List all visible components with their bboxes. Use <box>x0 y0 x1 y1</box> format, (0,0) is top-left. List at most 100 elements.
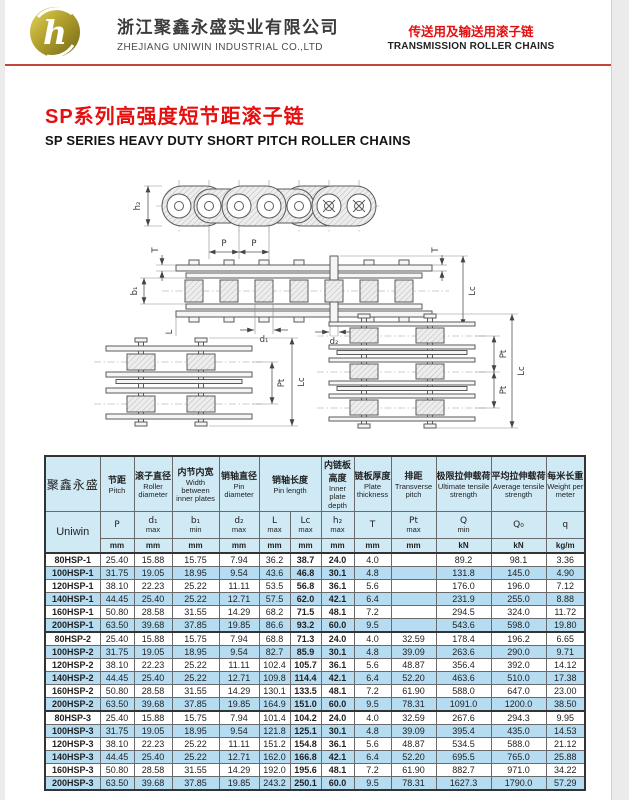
value-cell: 14.29 <box>218 763 260 778</box>
value-cell: 22.23 <box>133 579 173 594</box>
column-header: 平均拉伸载荷 Average tensile strength <box>490 455 547 513</box>
table-row: 100HSP-1 31.75 19.05 18.95 9.54 43.6 46.8 30.1 4… <box>44 566 586 581</box>
value-cell: 19.85 <box>218 618 260 634</box>
value-cell: 9.5 <box>353 697 392 713</box>
dim-label-l: L <box>165 329 175 334</box>
dim-label-lc-triplex: Lc <box>517 366 527 376</box>
value-cell: 22.23 <box>133 658 173 673</box>
value-cell: 25.40 <box>99 631 135 647</box>
value-cell: 15.88 <box>133 631 173 647</box>
column-symbol: Pt max <box>390 511 437 540</box>
table-row: 200HSP-3 63.50 39.68 37.85 19.85 243.2 250.1 60… <box>44 776 586 791</box>
model-cell: 140HSP-2 <box>44 671 101 686</box>
value-cell: 463.6 <box>435 671 492 686</box>
value-cell: 3.36 <box>545 552 586 568</box>
column-symbol: q <box>545 511 586 540</box>
value-cell: 18.95 <box>171 724 220 739</box>
value-cell: 5.6 <box>353 658 392 673</box>
value-cell: 31.75 <box>99 645 135 660</box>
dim-label-p-right: P <box>251 239 256 249</box>
value-cell: 6.65 <box>545 631 586 647</box>
value-cell <box>390 579 437 594</box>
value-cell: 38.10 <box>99 658 135 673</box>
value-cell: 60.0 <box>320 697 355 713</box>
value-cell: 98.1 <box>490 552 547 568</box>
value-cell: 196.0 <box>490 579 547 594</box>
value-cell: 151.2 <box>258 737 291 752</box>
value-cell: 50.80 <box>99 605 135 620</box>
drawing-side-view: h₂ P P <box>133 180 382 259</box>
value-cell: 38.10 <box>99 737 135 752</box>
value-cell: 125.1 <box>289 724 322 739</box>
column-unit: mm <box>133 538 173 554</box>
value-cell: 1627.3 <box>435 776 492 791</box>
value-cell: 62.0 <box>289 592 322 607</box>
column-unit: kN <box>490 538 547 554</box>
value-cell: 39.09 <box>390 724 437 739</box>
value-cell: 5.6 <box>353 737 392 752</box>
model-cell: 200HSP-1 <box>44 618 101 634</box>
model-cell: 100HSP-3 <box>44 724 101 739</box>
value-cell: 61.90 <box>390 684 437 699</box>
value-cell: 19.05 <box>133 566 173 581</box>
value-cell: 25.40 <box>99 710 135 726</box>
value-cell: 32.59 <box>390 631 437 647</box>
model-cell: 100HSP-2 <box>44 645 101 660</box>
value-cell: 133.5 <box>289 684 322 699</box>
column-symbol: P <box>99 511 135 540</box>
value-cell: 12.71 <box>218 592 260 607</box>
value-cell: 7.12 <box>545 579 586 594</box>
section-title: SP系列高强度短节距滚子链 SP SERIES HEAVY DUTY SHORT… <box>45 100 411 148</box>
value-cell: 121.8 <box>258 724 291 739</box>
column-symbol: Lc max <box>289 511 322 540</box>
value-cell: 31.75 <box>99 724 135 739</box>
value-cell: 250.1 <box>289 776 322 791</box>
table-row: 160HSP-1 50.80 28.58 31.55 14.29 68.2 71.5 48.1… <box>44 605 586 620</box>
value-cell: 19.85 <box>218 776 260 791</box>
value-cell: 32.59 <box>390 710 437 726</box>
table-row: 120HSP-1 38.10 22.23 25.22 11.11 53.5 56.8 36.1… <box>44 579 586 594</box>
value-cell: 63.50 <box>99 776 135 791</box>
company-logo-icon: h <box>30 7 80 58</box>
value-cell: 5.6 <box>353 579 392 594</box>
value-cell: 46.8 <box>289 566 322 581</box>
value-cell: 392.0 <box>490 658 547 673</box>
value-cell: 30.1 <box>320 724 355 739</box>
value-cell: 48.87 <box>390 658 437 673</box>
value-cell: 63.50 <box>99 618 135 634</box>
dim-label-pt-triplex-1: Pt <box>499 349 509 358</box>
value-cell: 543.6 <box>435 618 492 634</box>
model-cell: 120HSP-2 <box>44 658 101 673</box>
value-cell: 50.80 <box>99 763 135 778</box>
table-row: 200HSP-1 63.50 39.68 37.85 19.85 86.6 93.2 60.0… <box>44 618 586 634</box>
value-cell: 294.3 <box>490 710 547 726</box>
value-cell: 36.1 <box>320 737 355 752</box>
value-cell: 39.68 <box>133 697 173 713</box>
header-divider <box>5 64 611 66</box>
column-symbol: T <box>353 511 392 540</box>
value-cell: 435.0 <box>490 724 547 739</box>
value-cell: 145.0 <box>490 566 547 581</box>
dim-label-lc-plan: Lc <box>468 286 478 296</box>
column-header: 每米长重 Weight per meter <box>545 455 586 513</box>
drawing-triplex: Pt Pt Lc <box>317 313 527 429</box>
brand-name-en: Uniwin <box>44 511 101 554</box>
value-cell: 42.1 <box>320 592 355 607</box>
value-cell: 36.2 <box>258 552 291 568</box>
column-header: 排距 Transverse pitch <box>390 455 437 513</box>
value-cell: 25.40 <box>133 750 173 765</box>
value-cell: 510.0 <box>490 671 547 686</box>
value-cell: 25.88 <box>545 750 586 765</box>
value-cell: 4.8 <box>353 566 392 581</box>
value-cell: 60.0 <box>320 618 355 634</box>
column-unit: mm <box>171 538 220 554</box>
value-cell: 130.1 <box>258 684 291 699</box>
value-cell: 114.4 <box>289 671 322 686</box>
value-cell: 48.87 <box>390 737 437 752</box>
table-row: 140HSP-3 44.45 25.40 25.22 12.71 162.0 166.8 42… <box>44 750 586 765</box>
value-cell: 7.94 <box>218 710 260 726</box>
model-cell: 80HSP-2 <box>44 631 101 647</box>
value-cell: 44.45 <box>99 750 135 765</box>
value-cell: 9.54 <box>218 645 260 660</box>
